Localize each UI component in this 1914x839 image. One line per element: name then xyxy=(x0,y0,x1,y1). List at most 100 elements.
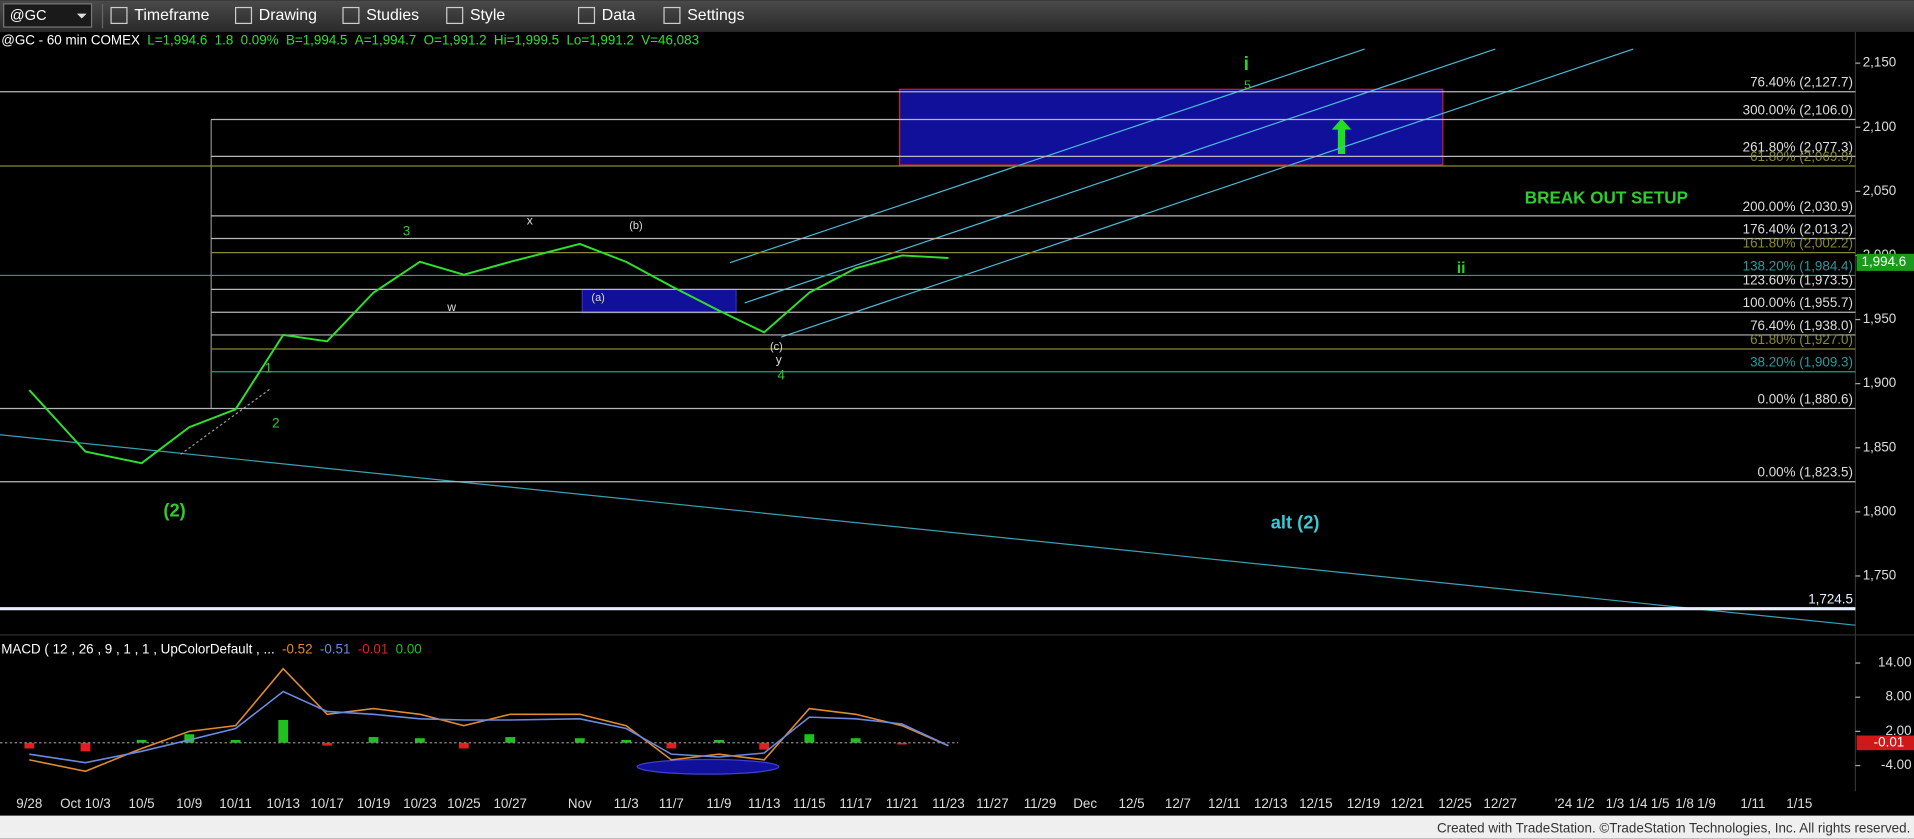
x-tick-label: 10/23 xyxy=(403,796,437,811)
x-tick-label: 11/27 xyxy=(976,796,1009,811)
quote-field: Lo=1,991.2 xyxy=(566,32,633,47)
fib-label: 0.00% (1,823.5) xyxy=(1758,465,1853,480)
fib-label: 76.40% (1,938.0) xyxy=(1750,318,1853,333)
x-tick-label: Nov xyxy=(568,796,592,811)
histogram-bar xyxy=(759,742,770,750)
macd-tick-label: 8.00 xyxy=(1885,689,1911,704)
wave-label: x xyxy=(527,213,533,227)
footer: Created with TradeStation. ©TradeStation… xyxy=(1437,821,1910,836)
divergence-oval xyxy=(636,758,780,775)
x-tick-label: 11/21 xyxy=(886,796,919,811)
wave-label: alt (2) xyxy=(1271,512,1320,533)
macd-tick-label: -4.00 xyxy=(1881,757,1912,772)
dropdown-arrow xyxy=(76,13,87,19)
last-price-box xyxy=(1856,253,1914,271)
x-tick-label: '24 1/2 xyxy=(1555,796,1595,811)
toolbar-button[interactable]: Timeframe xyxy=(134,7,209,24)
x-tick-label: 1/3 xyxy=(1606,796,1625,811)
macd-readout: -0.01 xyxy=(358,641,389,656)
toolbar-button[interactable]: Drawing xyxy=(259,7,317,24)
histogram-bar xyxy=(322,742,333,746)
x-tick-label: 11/7 xyxy=(659,796,684,811)
x-tick-label: 11/29 xyxy=(1024,796,1057,811)
macd-title-text: MACD ( 12 , 26 , 9 , 1 , 1 , UpColorDefa… xyxy=(1,641,274,656)
symbol-box[interactable] xyxy=(3,3,93,28)
x-tick-label: 1/5 xyxy=(1651,796,1670,811)
quote-field: B=1,994.5 xyxy=(286,32,347,47)
wave-label: 3 xyxy=(403,224,410,239)
x-tick-label: 1/8 xyxy=(1675,796,1694,811)
histogram-bar xyxy=(850,738,861,743)
histogram-bar xyxy=(897,742,907,745)
x-tick-label: Oct 10/3 xyxy=(60,796,111,811)
histogram-bar xyxy=(666,742,677,749)
x-tick-label: 1/15 xyxy=(1786,796,1812,811)
channel-line xyxy=(744,48,1496,304)
fib-label: 261.80% (2,077.3) xyxy=(1743,139,1853,154)
fib-label: 123.60% (1,973.5) xyxy=(1743,272,1853,287)
toolbar-icon[interactable] xyxy=(110,6,128,25)
quote-field: V=46,083 xyxy=(641,32,699,47)
wave-label: i xyxy=(1244,53,1249,75)
y-tick-label: 2,050 xyxy=(1863,183,1897,198)
quote-field: A=1,994.7 xyxy=(355,32,417,47)
trend-line xyxy=(0,434,1856,626)
histogram-bar xyxy=(505,737,516,743)
x-tick-label: 10/5 xyxy=(129,796,155,811)
x-tick-label: 10/19 xyxy=(357,796,391,811)
y-tick-label: 2,150 xyxy=(1863,55,1897,70)
macd-tick-label: 14.00 xyxy=(1878,655,1912,670)
fib-label: 0.00% (1,880.6) xyxy=(1758,392,1853,407)
x-tick-label: 10/27 xyxy=(493,796,527,811)
y-tick-label: 1,900 xyxy=(1863,375,1897,390)
quote-field: O=1,991.2 xyxy=(424,32,487,47)
symbol-input[interactable]: @GC xyxy=(10,8,47,24)
macd-tick-label: 2.00 xyxy=(1885,723,1911,738)
fib-label: 138.20% (1,984.4) xyxy=(1743,258,1853,273)
toolbar xyxy=(0,0,1914,32)
x-tick-label: 12/27 xyxy=(1483,796,1517,811)
histogram-bar xyxy=(80,742,91,752)
macd-current-box xyxy=(1856,735,1914,751)
toolbar-button[interactable]: Studies xyxy=(366,7,419,24)
x-tick-label: 11/15 xyxy=(793,796,826,811)
x-tick-label: Dec xyxy=(1073,796,1097,811)
wave-label: y xyxy=(776,353,783,367)
fib-label: 300.00% (2,106.0) xyxy=(1743,103,1853,118)
toolbar-button[interactable]: Data xyxy=(602,7,636,24)
x-tick-label: 10/13 xyxy=(266,796,300,811)
x-tick-label: 10/9 xyxy=(176,796,202,811)
y-tick-label: 1,950 xyxy=(1863,311,1897,326)
macd-readout: 0.00 xyxy=(396,641,422,656)
x-tick-label: 10/11 xyxy=(219,796,252,811)
wave-label: ii xyxy=(1457,260,1466,277)
y-tick-label: 2,100 xyxy=(1863,119,1897,134)
fib-label: 61.80% (1,927.0) xyxy=(1750,332,1853,347)
histogram-bar xyxy=(714,739,724,743)
fib-label: 161.80% (2,002.2) xyxy=(1743,236,1853,251)
x-tick-label: 12/25 xyxy=(1438,796,1472,811)
x-tick-label: 12/5 xyxy=(1119,796,1145,811)
fib-label: 61.80% (2,069.8) xyxy=(1750,149,1853,164)
histogram-bar xyxy=(278,719,289,743)
toolbar-icon[interactable] xyxy=(342,6,360,25)
histogram-bar xyxy=(621,739,632,743)
fib-label: 200.00% (2,030.9) xyxy=(1743,199,1853,214)
histogram-bar xyxy=(458,742,469,749)
x-tick-label: 12/11 xyxy=(1208,796,1241,811)
quote-field: 1.8 xyxy=(215,32,234,47)
histogram-bar xyxy=(24,742,35,749)
histogram-bar xyxy=(415,738,425,743)
toolbar-icon[interactable] xyxy=(234,6,253,25)
toolbar-button[interactable]: Style xyxy=(470,7,505,24)
toolbar-icon[interactable] xyxy=(446,6,464,25)
wave-label: BREAK OUT SETUP xyxy=(1525,189,1688,208)
x-tick-label: 11/3 xyxy=(614,796,639,811)
toolbar-icon[interactable] xyxy=(663,6,681,25)
toolbar-button[interactable]: Settings xyxy=(687,7,744,24)
toolbar-icon[interactable] xyxy=(577,6,596,25)
x-tick-label: 12/7 xyxy=(1165,796,1191,811)
histogram-bar xyxy=(368,737,379,743)
